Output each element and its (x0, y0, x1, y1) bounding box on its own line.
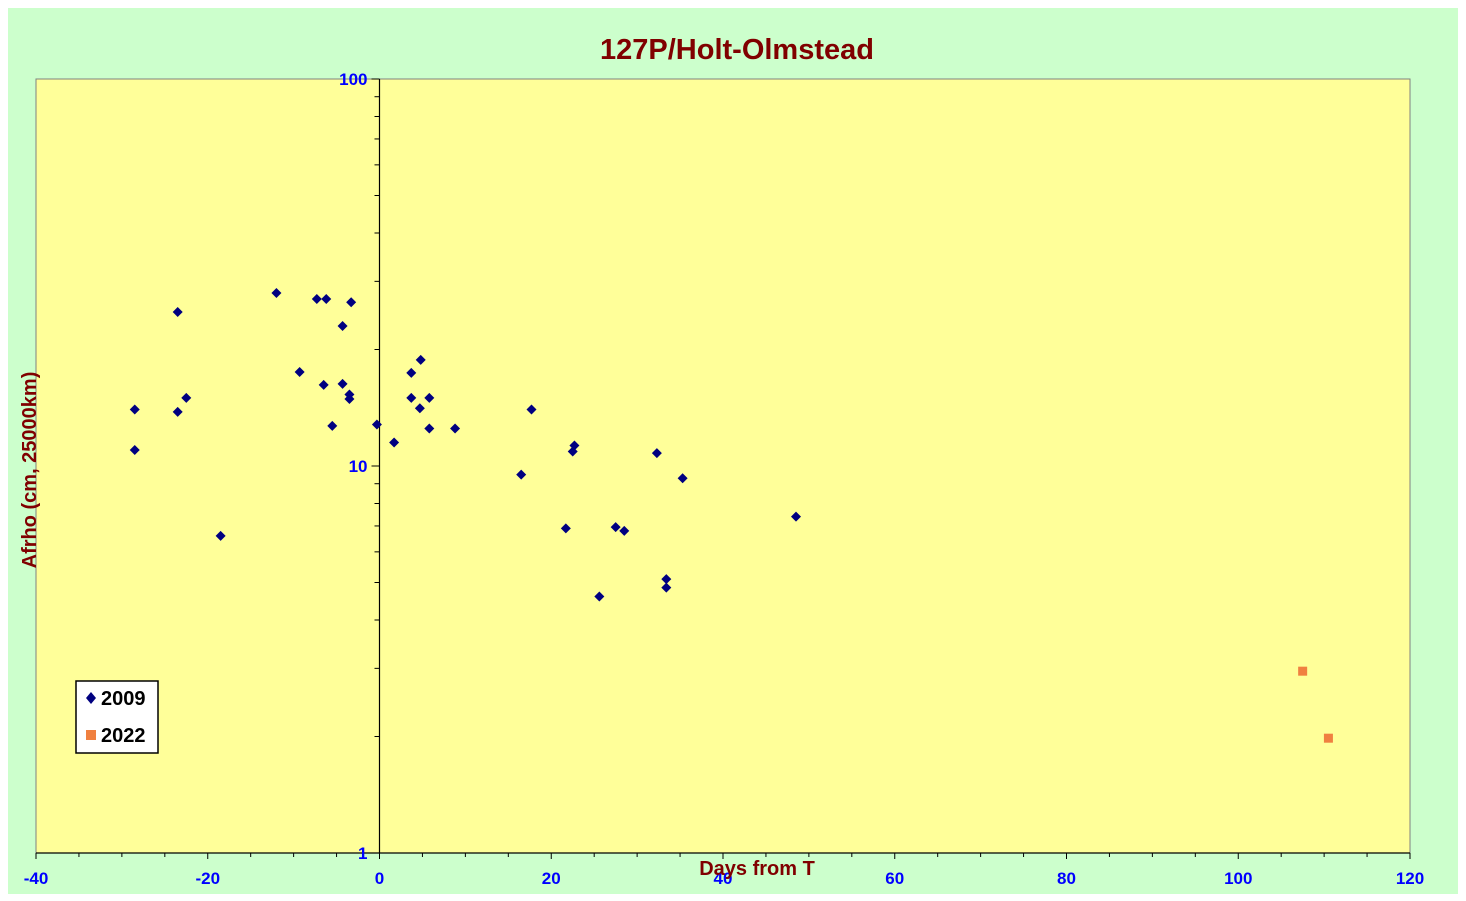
data-point-2009 (318, 379, 329, 390)
y-tick-label: 10 (349, 457, 368, 476)
data-point-2009 (424, 392, 435, 403)
data-points (129, 287, 1333, 743)
legend-marker-2022 (86, 730, 96, 740)
data-point-2009 (172, 306, 183, 317)
data-point-2009 (389, 437, 400, 448)
data-point-2009 (424, 423, 435, 434)
plot-area (35, 78, 1411, 854)
x-tick-label: 0 (375, 869, 384, 888)
data-point-2009 (172, 406, 183, 417)
x-tick-label: 60 (885, 869, 904, 888)
legend-marker-2009 (86, 692, 96, 704)
legend: 2009 2022 (75, 680, 159, 754)
legend-label-2009: 2009 (101, 688, 146, 710)
data-point-2009 (790, 511, 801, 522)
data-point-2009 (181, 392, 192, 403)
data-point-2009 (594, 591, 605, 602)
data-point-2009 (610, 522, 621, 533)
x-axis-label: Days from T (699, 858, 815, 880)
data-point-2009 (294, 366, 305, 377)
data-point-2022 (1298, 666, 1308, 676)
data-point-2009 (337, 321, 348, 332)
data-point-2009 (371, 419, 382, 430)
data-point-2009 (569, 440, 580, 451)
data-point-2009 (346, 297, 357, 308)
data-point-2009 (344, 393, 355, 404)
data-point-2009 (450, 423, 461, 434)
data-point-2009 (129, 404, 140, 415)
y-tick-label: 100 (339, 70, 367, 89)
legend-label-2022: 2022 (101, 725, 146, 747)
data-point-2009 (327, 420, 338, 431)
legend-box (75, 680, 159, 754)
data-point-2009 (516, 469, 527, 480)
x-tick-label: 40 (714, 869, 733, 888)
y-tick-label: 1 (358, 844, 367, 863)
data-point-2009 (661, 582, 672, 593)
x-tick-label: 100 (1224, 869, 1252, 888)
data-point-2009 (406, 392, 417, 403)
data-point-2009 (414, 403, 425, 414)
data-point-2009 (215, 530, 226, 541)
data-point-2009 (337, 378, 348, 389)
x-tick-label: 20 (542, 869, 561, 888)
chart-title: 127P/Holt-Olmstead (600, 34, 874, 66)
data-point-2009 (677, 473, 688, 484)
data-point-2022 (1323, 733, 1333, 743)
data-point-2009 (651, 448, 662, 459)
data-point-2009 (526, 404, 537, 415)
data-point-2009 (415, 354, 426, 365)
x-tick-label: 120 (1396, 869, 1424, 888)
x-tick-label: -20 (195, 869, 220, 888)
y-axis-label: Afrho (cm, 25000km) (19, 372, 41, 569)
data-point-2009 (321, 294, 332, 305)
x-tick-label: -40 (24, 869, 49, 888)
data-point-2009 (271, 287, 282, 298)
data-point-2009 (311, 294, 322, 305)
x-tick-label: 80 (1057, 869, 1076, 888)
data-point-2009 (619, 525, 630, 536)
data-point-2009 (129, 444, 140, 455)
data-point-2009 (406, 367, 417, 378)
data-point-2009 (661, 574, 672, 585)
data-point-2009 (560, 523, 571, 534)
